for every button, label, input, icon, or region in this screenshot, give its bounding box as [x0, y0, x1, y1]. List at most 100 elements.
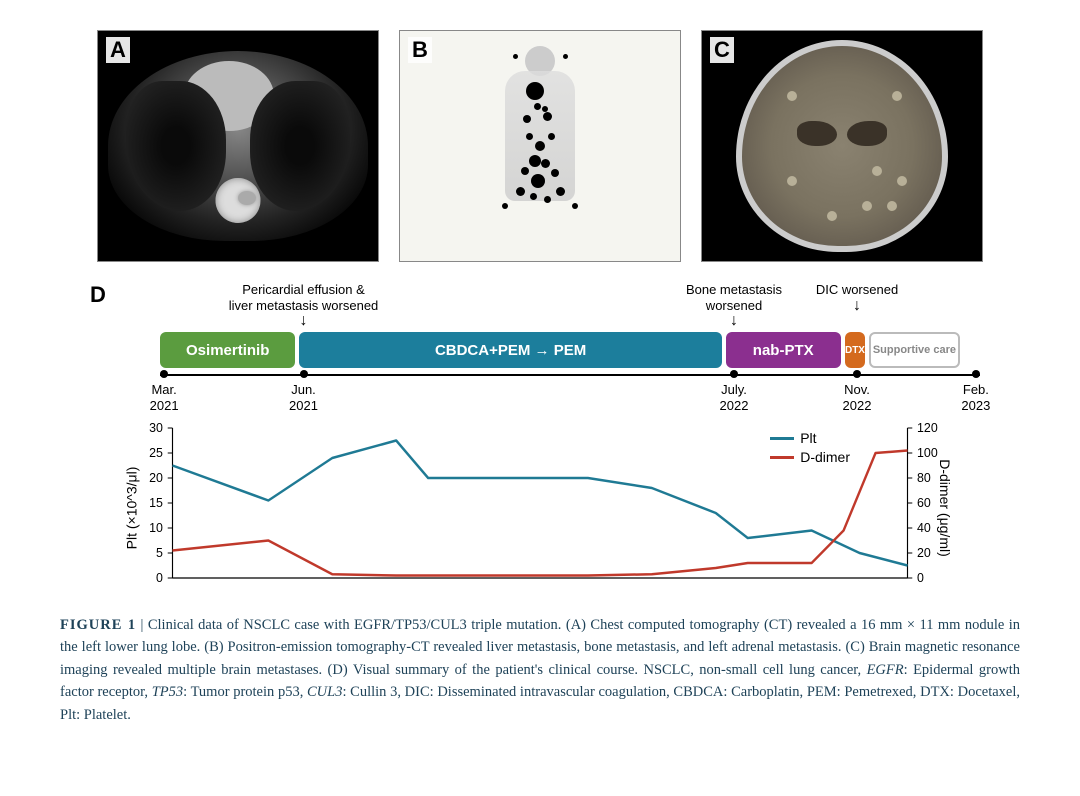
- svg-text:40: 40: [917, 521, 931, 535]
- timeline-treatment-bar: DTX: [845, 332, 866, 368]
- pet-uptake-spot: [556, 187, 565, 196]
- y-axis-right-label: D-dimer (μg/ml): [937, 459, 953, 557]
- abbr-cul3-v: : Cullin 3: [342, 684, 397, 700]
- pet-uptake-spot: [513, 54, 518, 59]
- mri-lesion: [872, 166, 882, 176]
- pet-uptake-spot: [563, 54, 568, 59]
- pet-uptake-spot: [516, 187, 525, 196]
- panel-label-b: B: [408, 37, 432, 63]
- timeline-treatment-bar: Supportive care: [869, 332, 959, 368]
- timeline-tick-dot: [300, 370, 308, 378]
- timeline-treatment-bar: Osimertinib: [160, 332, 295, 368]
- pet-uptake-spot: [541, 159, 550, 168]
- pet-uptake-spot: [551, 169, 559, 177]
- caption-tail: NSCLC, non-small cell lung cancer,: [638, 662, 867, 678]
- mri-brain: [736, 40, 948, 252]
- timeline-annotation: Bone metastasisworsened↓: [686, 282, 782, 329]
- caption-lead: Clinical data of NSCLC case with EGFR/TP…: [148, 617, 562, 633]
- abbr-tp53-v: : Tumor protein p53,: [183, 684, 307, 700]
- timeline-treatment-bar: nab-PTX: [726, 332, 841, 368]
- svg-text:120: 120: [917, 421, 938, 435]
- legend-swatch-plt: [770, 437, 794, 440]
- svg-text:0: 0: [156, 571, 163, 585]
- chart-legend: Plt D-dimer: [770, 430, 850, 468]
- mri-ventricle-left: [797, 121, 837, 146]
- timeline-treatment-bar: CBDCA+PEM → PEM: [299, 332, 721, 368]
- svg-text:20: 20: [917, 546, 931, 560]
- timeline-tick-dot: [853, 370, 861, 378]
- pet-uptake-spot: [530, 193, 537, 200]
- mri-lesion: [787, 176, 797, 186]
- pet-uptake-spot: [526, 82, 544, 100]
- caption-b-prefix: (B): [204, 639, 227, 655]
- abbr-egfr: EGFR: [867, 662, 904, 678]
- pet-uptake-spot: [543, 112, 552, 121]
- timeline-tick-dot: [730, 370, 738, 378]
- ct-body-outline: [108, 51, 368, 241]
- timeline-annotation: Pericardial effusion &liver metastasis w…: [229, 282, 379, 329]
- pet-uptake-spot: [526, 133, 533, 140]
- panel-a-ct-scan: A: [97, 30, 379, 262]
- svg-text:60: 60: [917, 496, 931, 510]
- pet-uptake-spot: [535, 141, 545, 151]
- line-chart: Plt (×10^3/μl) D-dimer (μg/ml) 051015202…: [120, 418, 960, 598]
- legend-label-ddimer: D-dimer: [800, 449, 850, 465]
- caption-a-prefix: (A): [566, 617, 591, 633]
- timeline-tick-dot: [160, 370, 168, 378]
- mri-lesion: [827, 211, 837, 221]
- timeline-bars: OsimertinibCBDCA+PEM → PEMnab-PTXDTXSupp…: [160, 332, 980, 368]
- timeline-tick-label: July.2022: [720, 382, 749, 413]
- caption-c-prefix: (C): [845, 639, 868, 655]
- ct-lung-right: [250, 81, 350, 211]
- timeline-tick-label: Jun.2021: [289, 382, 318, 413]
- mri-ventricle-right: [847, 121, 887, 146]
- timeline-annotations: Pericardial effusion &liver metastasis w…: [160, 282, 980, 332]
- timeline-axis: Mar.2021Jun.2021July.2022Nov.2022Feb.202…: [160, 368, 980, 418]
- legend-item-ddimer: D-dimer: [770, 449, 850, 465]
- abbr-tp53: TP53: [152, 684, 183, 700]
- legend-item-plt: Plt: [770, 430, 850, 446]
- caption-title: FIGURE 1: [60, 617, 136, 633]
- abbr-cul3: CUL3: [307, 684, 342, 700]
- panel-c-mri-scan: C: [701, 30, 983, 262]
- svg-text:20: 20: [149, 471, 163, 485]
- caption-sep: |: [136, 617, 148, 633]
- pet-uptake-spot: [572, 203, 578, 209]
- ct-nodule: [238, 191, 256, 205]
- svg-text:30: 30: [149, 421, 163, 435]
- svg-text:80: 80: [917, 471, 931, 485]
- pet-body: [465, 41, 615, 251]
- svg-text:10: 10: [149, 521, 163, 535]
- timeline-tick-label: Nov.2022: [843, 382, 872, 413]
- pet-uptake-spot: [502, 203, 508, 209]
- mri-lesion: [897, 176, 907, 186]
- caption-d-prefix: (D): [328, 662, 353, 678]
- panel-d-timeline: D Pericardial effusion &liver metastasis…: [60, 282, 1020, 598]
- pet-uptake-spot: [542, 106, 548, 112]
- legend-label-plt: Plt: [800, 430, 816, 446]
- caption-b: Positron-emission tomography-CT revealed…: [228, 639, 842, 655]
- pet-uptake-spot: [521, 167, 529, 175]
- pet-uptake-spot: [534, 103, 541, 110]
- image-panels-row: A B C: [60, 30, 1020, 262]
- timeline-annotation: DIC worsened↓: [816, 282, 898, 314]
- panel-label-d: D: [90, 282, 106, 308]
- figure-caption: FIGURE 1 | Clinical data of NSCLC case w…: [60, 614, 1020, 726]
- ct-lung-left: [126, 81, 226, 211]
- mri-lesion: [887, 201, 897, 211]
- y-axis-left-label: Plt (×10^3/μl): [123, 467, 139, 550]
- timeline-tick-label: Mar.2021: [150, 382, 179, 413]
- caption-d: Visual summary of the patient's clinical…: [353, 662, 638, 678]
- timeline-tick-label: Feb.2023: [961, 382, 990, 413]
- mri-lesion: [862, 201, 872, 211]
- legend-swatch-ddimer: [770, 456, 794, 459]
- pet-uptake-spot: [531, 174, 545, 188]
- svg-text:5: 5: [156, 546, 163, 560]
- panel-label-c: C: [710, 37, 734, 63]
- svg-text:0: 0: [917, 571, 924, 585]
- svg-text:100: 100: [917, 446, 938, 460]
- pet-uptake-spot: [529, 155, 541, 167]
- svg-text:25: 25: [149, 446, 163, 460]
- pet-uptake-spot: [548, 133, 555, 140]
- mri-lesion: [787, 91, 797, 101]
